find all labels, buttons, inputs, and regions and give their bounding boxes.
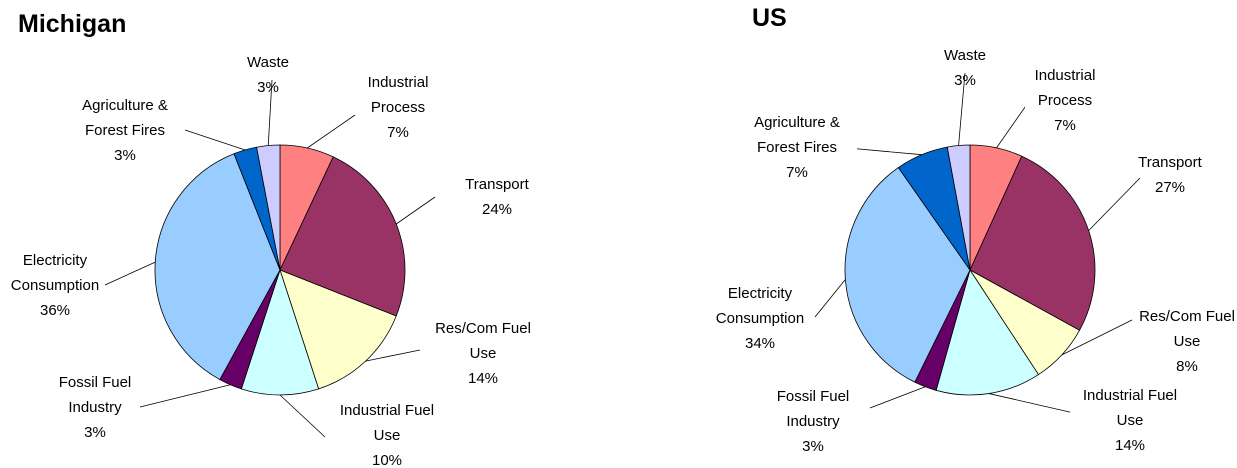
pie-slice bbox=[844, 166, 971, 383]
value-label: 3% bbox=[257, 79, 279, 96]
category-label: Transport bbox=[452, 172, 542, 197]
slice-label: Electricity Consumption 34% bbox=[712, 281, 808, 356]
category-label: Waste bbox=[935, 43, 995, 68]
leader-line bbox=[996, 99, 1031, 149]
category-label: Industrial Process bbox=[1025, 63, 1105, 113]
pie-slice bbox=[240, 268, 320, 396]
value-label: 7% bbox=[786, 164, 808, 181]
slice-label: Fossil Fuel Industry 3% bbox=[768, 384, 858, 459]
leader-line bbox=[814, 279, 846, 318]
pie-slice bbox=[154, 153, 281, 381]
slice-label: Res/Com Fuel Use 14% bbox=[428, 316, 538, 391]
leader-line bbox=[307, 114, 356, 149]
value-label: 7% bbox=[387, 124, 409, 141]
value-label: 3% bbox=[84, 424, 106, 441]
value-label: 3% bbox=[114, 147, 136, 164]
category-label: Industrial Fuel Use bbox=[1070, 383, 1190, 433]
category-label: Transport bbox=[1125, 150, 1215, 175]
chart-title: Michigan bbox=[18, 10, 127, 38]
leader-line bbox=[365, 349, 421, 362]
slice-label: Transport 24% bbox=[452, 172, 542, 222]
value-label: 36% bbox=[39, 302, 71, 319]
value-label: 3% bbox=[802, 438, 824, 455]
pie-slice bbox=[935, 269, 1040, 396]
leader-line bbox=[104, 261, 156, 286]
slice-label: Waste 3% bbox=[935, 43, 995, 93]
category-label: Res/Com Fuel Use bbox=[428, 316, 538, 366]
slice-label: Agriculture & Forest Fires 3% bbox=[65, 93, 185, 168]
category-label: Electricity Consumption bbox=[7, 248, 103, 298]
slice-label: Industrial Process 7% bbox=[1025, 63, 1105, 138]
leader-line bbox=[1061, 315, 1141, 356]
slice-label: Industrial Fuel Use 10% bbox=[327, 398, 447, 468]
leader-line bbox=[267, 79, 273, 146]
chart-title: US bbox=[752, 4, 787, 32]
category-label: Waste bbox=[238, 50, 298, 75]
value-label: 10% bbox=[371, 452, 403, 468]
category-label: Fossil Fuel Industry bbox=[768, 384, 858, 434]
slice-label: Fossil Fuel Industry 3% bbox=[50, 370, 140, 445]
category-label: Fossil Fuel Industry bbox=[50, 370, 140, 420]
leader-line bbox=[395, 196, 436, 225]
leader-line bbox=[958, 72, 966, 146]
value-label: 3% bbox=[954, 72, 976, 89]
leader-line bbox=[869, 386, 926, 409]
value-label: 14% bbox=[1114, 437, 1146, 454]
category-label: Agriculture & Forest Fires bbox=[737, 110, 857, 160]
slice-label: Electricity Consumption 36% bbox=[7, 248, 103, 323]
leader-line bbox=[184, 129, 246, 151]
slice-label: Agriculture & Forest Fires 7% bbox=[737, 110, 857, 185]
slice-label: Industrial Fuel Use 14% bbox=[1070, 383, 1190, 458]
category-label: Industrial Process bbox=[358, 70, 438, 120]
pie-slice bbox=[279, 156, 406, 317]
slice-label: Res/Com Fuel Use 8% bbox=[1132, 304, 1237, 379]
slice-label: Industrial Process 7% bbox=[358, 70, 438, 145]
leader-line bbox=[847, 147, 922, 156]
leader-line bbox=[139, 384, 231, 408]
leader-line bbox=[1088, 177, 1141, 231]
category-label: Agriculture & Forest Fires bbox=[65, 93, 185, 143]
value-label: 14% bbox=[467, 370, 499, 387]
value-label: 34% bbox=[744, 335, 776, 352]
value-label: 24% bbox=[481, 201, 513, 218]
value-label: 8% bbox=[1176, 358, 1198, 375]
value-label: 7% bbox=[1054, 117, 1076, 134]
category-label: Industrial Fuel Use bbox=[327, 398, 447, 448]
slice-label: Waste 3% bbox=[238, 50, 298, 100]
category-label: Electricity Consumption bbox=[712, 281, 808, 331]
category-label: Res/Com Fuel Use bbox=[1132, 304, 1237, 354]
slice-label: Transport 27% bbox=[1125, 150, 1215, 200]
leader-line bbox=[279, 394, 326, 438]
value-label: 27% bbox=[1154, 179, 1186, 196]
